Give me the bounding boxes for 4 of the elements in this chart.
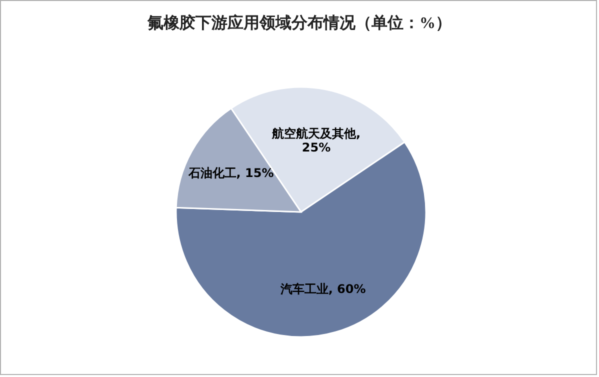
slice-label: 汽车工业, 60% xyxy=(279,282,366,296)
chart-title: 氟橡胶下游应用领域分布情况（单位：%） xyxy=(146,13,452,32)
slice-label: 石油化工, 15% xyxy=(187,166,274,180)
slice-label: 航空航天及其他, 25% xyxy=(270,126,361,154)
